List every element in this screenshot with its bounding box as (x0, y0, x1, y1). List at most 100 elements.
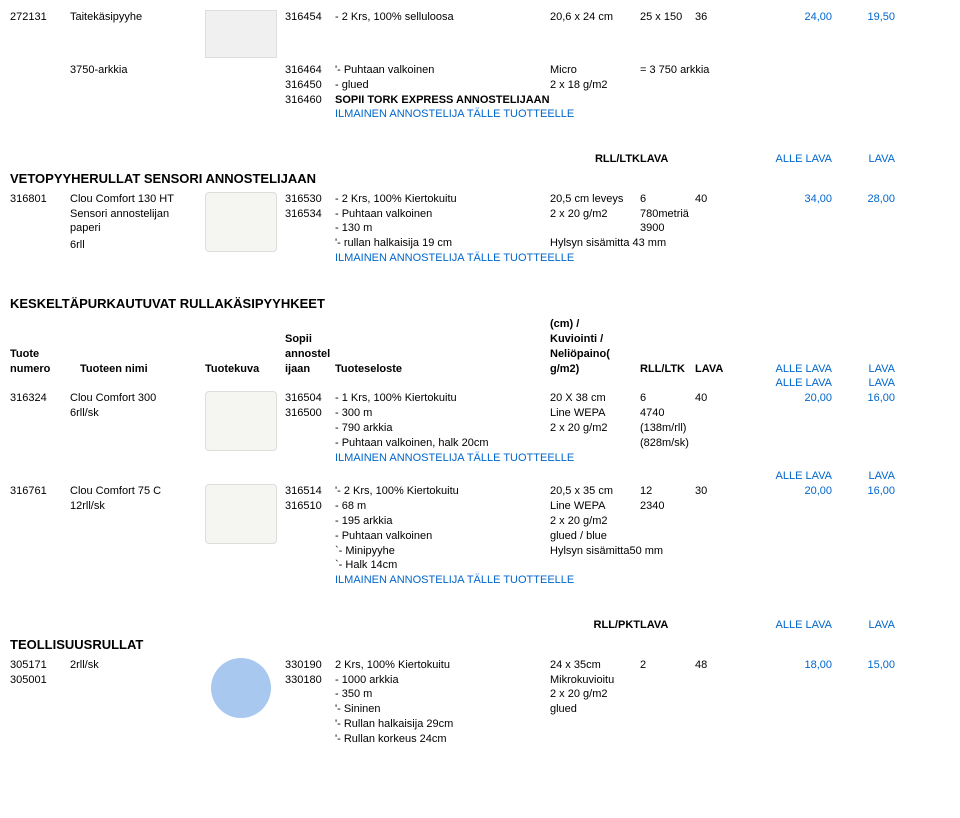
table-row: 316761 Clou Comfort 75 C 12rll/sk 316514… (10, 484, 950, 588)
hdr-line: g/m2) (550, 362, 640, 377)
col-header: (cm) / Kuviointi / Neliöpaino( g/m2) (550, 317, 640, 376)
dim: 2 x 18 g/m2 (550, 78, 640, 93)
dim: Micro (550, 63, 640, 78)
dispenser-code: 330180 (285, 673, 335, 688)
hdr-line: Kuviointi / (550, 332, 640, 347)
table-row: 3750-arkkia 316464 '- Puhtaan valkoinen … (10, 63, 950, 78)
section-header-row: TEOLLISUUSRULLAT RLL/PKT LAVA ALLE LAVA … (10, 618, 950, 658)
price1: 34,00 (770, 192, 840, 207)
desc: - Puhtaan valkoinen (335, 207, 550, 222)
col-header: ALLE LAVA (770, 362, 840, 377)
dim: glued / blue (550, 529, 640, 544)
dim: glued (550, 702, 640, 717)
desc: '- Rullan korkeus 24cm (335, 732, 550, 747)
col-header: Sopii annostel ijaan (285, 332, 335, 377)
dim: 20,5 cm leveys (550, 192, 640, 207)
top-block: 272131 Taitekäsipyyhe 316454 - 2 Krs, 10… (10, 10, 950, 122)
desc: - glued (335, 78, 550, 93)
free-text: ILMAINEN ANNOSTELIJA TÄLLE TUOTTEELLE (335, 251, 574, 266)
desc: - 350 m (335, 687, 550, 702)
col-header: LAVA (840, 152, 895, 167)
col-header: LAVA (840, 469, 895, 484)
table-row: 305171 305001 2rll/sk 330190 2 Krs, 100%… (10, 658, 950, 747)
code-line: 305171 (10, 658, 70, 673)
name-line: paperi (70, 221, 205, 236)
name-line: Sensori annostelijan (70, 207, 205, 222)
price2: 15,00 (840, 658, 895, 673)
product-name: Taitekäsipyyhe (70, 10, 205, 25)
product-code: 316324 (10, 391, 70, 406)
col-header: ALLE LAVA (770, 376, 840, 391)
dim: Hylsyn sisämitta 43 mm (550, 236, 666, 251)
free-text: ILMAINEN ANNOSTELIJA TÄLLE TUOTTEELLE (335, 573, 574, 588)
rolls-thumb-icon (205, 484, 277, 544)
dispenser-code: 316514 (285, 484, 335, 499)
dim: 20 X 38 cm (550, 391, 640, 406)
desc: '- Sininen (335, 702, 550, 717)
free-dispenser-note: ILMAINEN ANNOSTELIJA TÄLLE TUOTTEELLE (10, 107, 950, 122)
dim: Hylsyn sisämitta50 mm (550, 544, 663, 559)
product-name: 2rll/sk (70, 658, 205, 673)
desc: - 2 Krs, 100% Kiertokuitu (335, 192, 550, 207)
section-title: KESKELTÄPURKAUTUVAT RULLAKÄSIPYYHKEET (10, 296, 950, 311)
free-text: ILMAINEN ANNOSTELIJA TÄLLE TUOTTEELLE (335, 451, 574, 466)
product-name: Clou Comfort 130 HT Sensori annostelijan… (70, 192, 205, 253)
roll-thumb-icon (205, 391, 277, 451)
dim: 2 x 20 g/m2 (550, 421, 640, 436)
q2: 48 (695, 658, 770, 673)
hdr-line: Sopii (285, 332, 335, 347)
dispenser-code: 316464 (285, 63, 335, 78)
q1: 25 x 150 (640, 10, 695, 25)
q1: 12 (640, 484, 695, 499)
name-line: 6rll/sk (70, 406, 205, 421)
col-header: Tuote numero (10, 347, 80, 377)
table-header: Tuote numero Tuoteen nimi Tuotekuva Sopi… (10, 317, 950, 376)
section-teollisuus: TEOLLISUUSRULLAT RLL/PKT LAVA ALLE LAVA … (10, 618, 950, 747)
col-header: RLL/LTK (550, 152, 640, 167)
dispenser-code: 330190 (285, 658, 335, 673)
q1: 780metriä (640, 207, 695, 222)
hdr-line: Neliöpaino( (550, 347, 640, 362)
q1: 2 (640, 658, 695, 673)
product-thumb (205, 192, 285, 257)
name-line: Clou Comfort 75 C (70, 484, 205, 499)
desc: '- rullan halkaisija 19 cm (335, 236, 550, 251)
col-header: RLL/PKT (550, 618, 640, 633)
desc: '- 2 Krs, 100% Kiertokuitu (335, 484, 550, 499)
name-line: Clou Comfort 130 HT (70, 192, 205, 207)
dim: 24 x 35cm (550, 658, 640, 673)
col-header: ALLE LAVA (770, 152, 840, 167)
desc: - 300 m (335, 406, 550, 421)
free-text: ILMAINEN ANNOSTELIJA TÄLLE TUOTTEELLE (335, 107, 574, 122)
col-header: ALLE LAVA (770, 618, 840, 633)
col-header: LAVA (640, 152, 695, 167)
dispenser-code: 316510 (285, 499, 335, 514)
table-row: 316450 - glued 2 x 18 g/m2 (10, 78, 950, 93)
col-header: LAVA (695, 362, 770, 377)
q1: (828m/sk) (640, 436, 695, 451)
name-line: Clou Comfort 300 (70, 391, 205, 406)
product-code: 316761 (10, 484, 70, 499)
section-header-row: VETOPYYHERULLAT SENSORI ANNOSTELIJAAN RL… (10, 152, 950, 192)
detail-lines: 330190 2 Krs, 100% Kiertokuitu 24 x 35cm… (285, 658, 950, 747)
sub-header-row: ALLE LAVA LAVA (10, 469, 950, 484)
product-code: 305171 305001 (10, 658, 70, 688)
price2: 28,00 (840, 192, 895, 207)
q1: 3900 (640, 221, 695, 236)
col-header: LAVA (840, 376, 895, 391)
desc: 2 Krs, 100% Kiertokuitu (335, 658, 550, 673)
blue-roll-icon (211, 658, 271, 718)
detail-lines: 316514 '- 2 Krs, 100% Kiertokuitu 20,5 x… (285, 484, 950, 588)
dispenser-code: 316460 (285, 93, 335, 108)
desc: - Puhtaan valkoinen (335, 529, 550, 544)
code-line: 305001 (10, 673, 70, 688)
dim: Mikrokuvioitu (550, 673, 640, 688)
name-line: 6rll (70, 238, 205, 253)
col-header: Tuotekuva (205, 362, 285, 377)
dim: 2 x 20 g/m2 (550, 514, 640, 529)
desc: - 790 arkkia (335, 421, 550, 436)
dispenser-code: 316500 (285, 406, 335, 421)
price1: 20,00 (770, 484, 840, 499)
col-header: RLL/LTK (640, 362, 695, 377)
dispenser-code: 316454 (285, 10, 335, 25)
